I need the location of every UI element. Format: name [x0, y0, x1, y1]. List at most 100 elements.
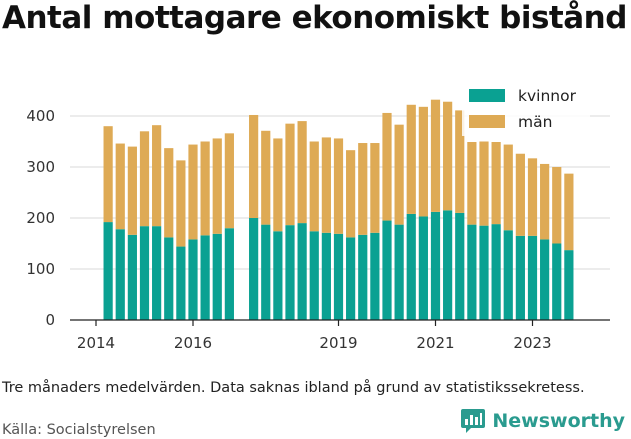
- bar-man: [139, 131, 150, 227]
- source-text: Källa: Socialstyrelsen: [2, 422, 156, 438]
- bar-man: [382, 112, 392, 221]
- bar-man: [552, 167, 562, 244]
- bar-man: [394, 124, 404, 225]
- bar-kvinnor: [358, 234, 368, 320]
- bar-kvinnor: [540, 239, 550, 320]
- bar-man: [346, 150, 356, 238]
- bar-man: [297, 121, 307, 224]
- bar-kvinnor: [467, 224, 477, 320]
- bar-kvinnor: [406, 213, 416, 320]
- bar-kvinnor: [527, 235, 538, 320]
- bar-kvinnor: [200, 235, 210, 320]
- bar-kvinnor: [321, 232, 331, 320]
- bar-man: [443, 101, 453, 211]
- legend-swatch: [469, 115, 505, 128]
- bar-man: [527, 158, 538, 236]
- bar-man: [321, 137, 331, 233]
- bar-kvinnor: [333, 233, 344, 320]
- bar-man: [176, 160, 186, 247]
- bar-kvinnor: [503, 230, 513, 320]
- bar-man: [224, 133, 234, 229]
- bar-kvinnor: [552, 243, 562, 320]
- bar-kvinnor: [224, 228, 234, 320]
- bar-man: [188, 144, 198, 240]
- bar-man: [249, 114, 259, 218]
- bar-kvinnor: [164, 237, 174, 320]
- bar-man: [261, 130, 271, 225]
- bar-kvinnor: [103, 222, 113, 320]
- bar-man: [212, 138, 222, 234]
- chart-title: Antal mottagare ekonomiskt bistånd: [2, 0, 627, 36]
- bar-kvinnor: [455, 212, 465, 320]
- legend-label: kvinnor: [518, 87, 577, 105]
- y-tick-label: 300: [26, 158, 55, 176]
- bar-man: [152, 125, 162, 227]
- bar-kvinnor: [249, 218, 259, 320]
- bar-man: [430, 99, 441, 212]
- bar-man: [333, 138, 344, 234]
- bar-man: [479, 141, 489, 226]
- bar-man: [164, 148, 174, 238]
- bar-man: [503, 144, 513, 231]
- bar-kvinnor: [382, 220, 392, 320]
- bar-kvinnor: [152, 226, 162, 320]
- bar-man: [467, 142, 477, 225]
- bar-kvinnor: [418, 216, 428, 320]
- bar-kvinnor: [139, 226, 150, 320]
- bar-kvinnor: [188, 239, 198, 320]
- chart-note: Tre månaders medelvärden. Data saknas ib…: [2, 380, 585, 396]
- bar-kvinnor: [115, 229, 125, 320]
- y-tick-label: 400: [26, 107, 55, 125]
- bar-kvinnor: [297, 223, 307, 320]
- bar-man: [200, 141, 210, 236]
- bar-man: [455, 110, 465, 213]
- bar-kvinnor: [212, 233, 222, 320]
- bar-kvinnor: [394, 224, 404, 320]
- bar-kvinnor: [309, 231, 319, 320]
- bars: [103, 99, 574, 320]
- legend: kvinnor män: [462, 84, 590, 136]
- bar-man: [491, 142, 501, 225]
- bar-man: [515, 153, 525, 236]
- x-tick-label: 2016: [174, 334, 212, 352]
- bar-man: [406, 104, 416, 214]
- y-tick-label: 100: [26, 260, 55, 278]
- x-tick-label: 2019: [319, 334, 357, 352]
- bar-kvinnor: [443, 210, 453, 320]
- newsworthy-logo-icon: [461, 409, 486, 433]
- bar-kvinnor: [176, 246, 186, 320]
- bar-man: [115, 143, 125, 230]
- bar-kvinnor: [285, 225, 295, 320]
- x-axis: 2014 2016 2019 2021 2023: [70, 319, 610, 352]
- bar-man: [273, 138, 283, 232]
- x-tick-label: 2021: [416, 334, 454, 352]
- legend-label: män: [518, 113, 552, 131]
- bar-kvinnor: [430, 211, 441, 320]
- bar-man: [564, 173, 574, 251]
- bar-man: [127, 146, 137, 235]
- bar-kvinnor: [346, 237, 356, 320]
- bar-man: [418, 106, 428, 217]
- bar-kvinnor: [564, 250, 574, 320]
- bar-man: [285, 123, 295, 226]
- bar-kvinnor: [479, 225, 489, 320]
- bar-man: [540, 163, 550, 240]
- brand-logo[interactable]: Newsworthy: [460, 408, 625, 434]
- legend-swatch: [469, 89, 505, 102]
- bar-kvinnor: [515, 235, 525, 320]
- brand-name: Newsworthy: [492, 410, 625, 432]
- x-tick-label: 2023: [513, 334, 551, 352]
- bar-kvinnor: [127, 234, 137, 320]
- bar-kvinnor: [261, 224, 271, 320]
- bar-man: [370, 143, 380, 233]
- bar-kvinnor: [273, 231, 283, 320]
- y-axis: 0 100 200 300 400: [26, 107, 55, 329]
- bar-kvinnor: [370, 232, 380, 320]
- bar-kvinnor: [491, 224, 501, 320]
- y-tick-label: 0: [45, 311, 55, 329]
- bar-man: [309, 141, 319, 232]
- bar-man: [358, 143, 368, 235]
- x-tick-label: 2014: [77, 334, 115, 352]
- bar-man: [103, 126, 113, 223]
